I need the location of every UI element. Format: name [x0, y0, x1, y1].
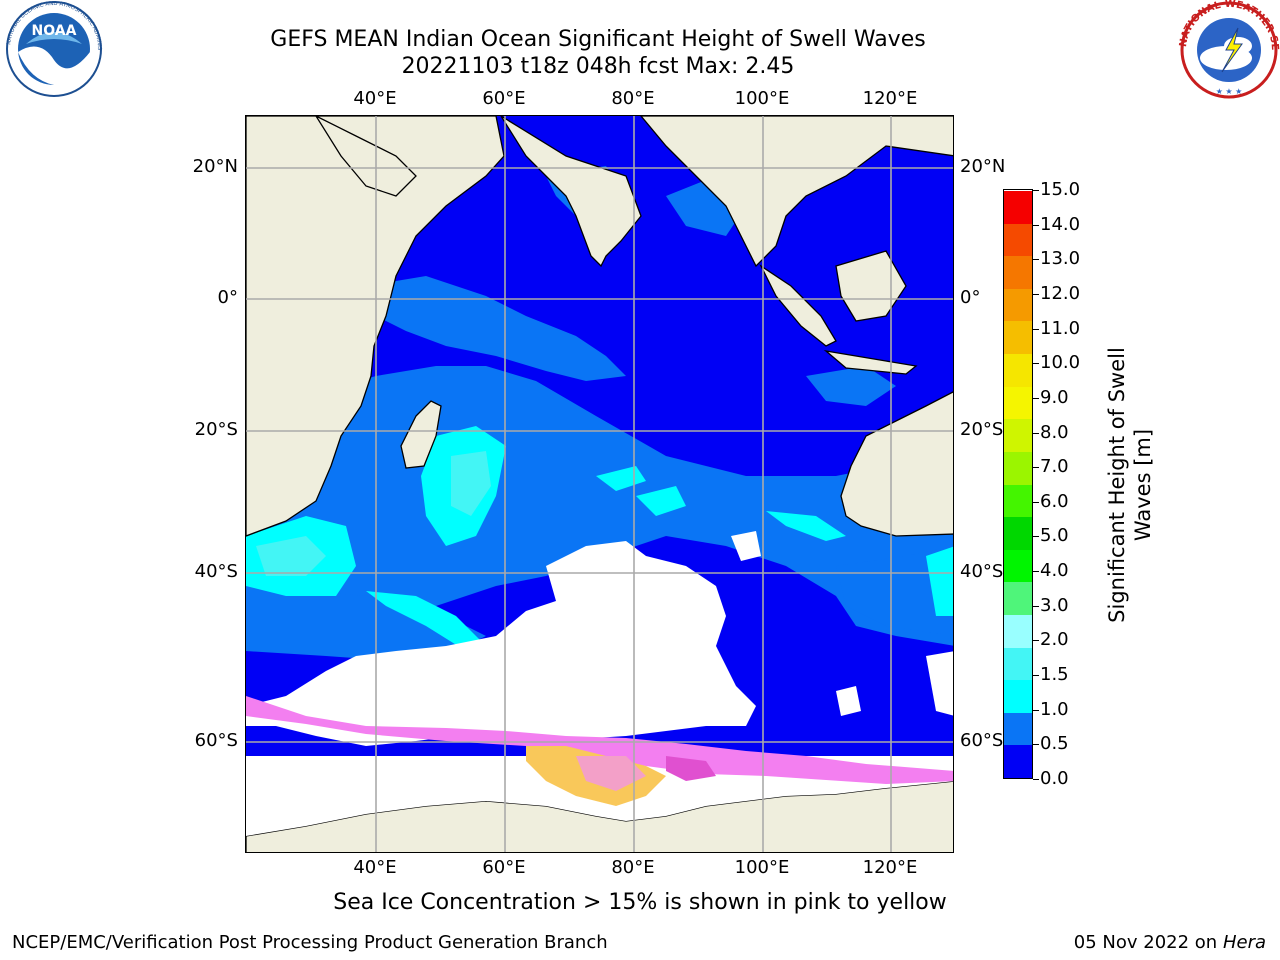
colorbar-tick-label: 10.0 — [1040, 352, 1081, 374]
colorbar-tick-label: 4.0 — [1040, 560, 1069, 582]
colorbar-segment — [1004, 320, 1032, 355]
colorbar-tick-mark — [1033, 640, 1039, 642]
colorbar-segment — [1004, 353, 1032, 387]
colorbar-segment — [1004, 549, 1032, 583]
colorbar — [1003, 189, 1033, 779]
footer-host: Hera — [1222, 932, 1266, 953]
lon-tick-bottom: 100°E — [734, 857, 790, 878]
lon-tick-bottom: 80°E — [611, 857, 655, 878]
svg-text:★ ★ ★: ★ ★ ★ — [1216, 87, 1243, 96]
sea-ice-band — [246, 696, 953, 806]
colorbar-tick-mark — [1033, 536, 1039, 538]
colorbar-segment — [1004, 255, 1032, 289]
colorbar-segment — [1004, 288, 1032, 322]
colorbar-tick-label: 11.0 — [1040, 317, 1081, 339]
nws-logo: NATIONAL WEATHER SERVICE ★ ★ ★ — [1178, 0, 1280, 99]
lat-tick-right: 0° — [960, 287, 981, 308]
colorbar-tick-mark — [1033, 779, 1039, 780]
svg-text:NOAA: NOAA — [32, 23, 77, 39]
lat-tick-left: 60°S — [194, 730, 238, 751]
colorbar-tick-label: 14.0 — [1040, 213, 1081, 235]
colorbar-tick-mark — [1033, 224, 1039, 226]
colorbar-tick-label: 0.5 — [1040, 733, 1069, 755]
colorbar-segment — [1004, 223, 1032, 257]
colorbar-tick-label: 1.5 — [1040, 664, 1069, 686]
map-plot-area[interactable] — [245, 115, 954, 853]
lon-tick-bottom: 40°E — [353, 857, 397, 878]
colorbar-tick-label: 13.0 — [1040, 248, 1081, 270]
lat-tick-left: 20°S — [194, 419, 238, 440]
colorbar-tick-label: 1.0 — [1040, 698, 1069, 720]
chart-subtitle: 20221103 t18z 048h fcst Max: 2.45 — [401, 54, 795, 79]
colorbar-segment — [1004, 744, 1032, 778]
colorbar-segment — [1004, 647, 1032, 681]
footer-date-text: 05 Nov 2022 on — [1073, 932, 1218, 953]
ice-caption: Sea Ice Concentration > 15% is shown in … — [333, 890, 947, 915]
colorbar-tick-label: 12.0 — [1040, 282, 1081, 304]
colorbar-tick-label: 15.0 — [1040, 179, 1081, 200]
lat-tick-right: 60°S — [960, 730, 1004, 751]
lon-tick-top: 40°E — [353, 88, 397, 109]
lon-tick-top: 60°E — [482, 88, 526, 109]
footer-credit: NCEP/EMC/Verification Post Processing Pr… — [12, 932, 608, 953]
colorbar-tick-mark — [1033, 605, 1039, 607]
lon-tick-bottom: 120°E — [862, 857, 918, 878]
colorbar-segment — [1004, 581, 1032, 615]
colorbar-tick-label: 0.0 — [1040, 768, 1069, 789]
lat-tick-left: 40°S — [194, 561, 238, 582]
colorbar-tick-mark — [1033, 259, 1039, 261]
colorbar-tick-mark — [1033, 328, 1039, 330]
chart-title: GEFS MEAN Indian Ocean Significant Heigh… — [270, 27, 926, 52]
lat-tick-right: 20°S — [960, 419, 1004, 440]
graticule — [246, 116, 953, 852]
colorbar-tick-mark — [1033, 571, 1039, 573]
footer-date: 05 Nov 2022 on Hera — [1074, 932, 1266, 953]
lon-tick-bottom: 60°E — [482, 857, 526, 878]
colorbar-tick-label: 6.0 — [1040, 490, 1069, 512]
swell-zone-05 — [246, 166, 953, 661]
colorbar-tick-mark — [1033, 675, 1039, 677]
colorbar-segment — [1004, 712, 1032, 746]
colorbar-tick-mark — [1033, 709, 1039, 711]
colorbar-segment — [1004, 451, 1032, 485]
lat-tick-left: 20°N — [192, 156, 238, 177]
colorbar-tick-mark — [1033, 363, 1039, 365]
lon-tick-top: 100°E — [734, 88, 790, 109]
colorbar-segment — [1004, 418, 1032, 452]
colorbar-tick-label: 9.0 — [1040, 386, 1069, 408]
colorbar-tick-label: 5.0 — [1040, 525, 1069, 547]
colorbar-tick-mark — [1033, 432, 1039, 434]
colorbar-segment — [1004, 679, 1032, 713]
lat-tick-right: 20°N — [960, 156, 1006, 177]
colorbar-segment — [1004, 190, 1032, 224]
lat-tick-left: 0° — [217, 287, 238, 308]
colorbar-tick-label: 8.0 — [1040, 421, 1069, 443]
ocean-map — [246, 116, 953, 852]
colorbar-tick-mark — [1033, 744, 1039, 746]
colorbar-tick-mark — [1033, 501, 1039, 503]
colorbar-tick-mark — [1033, 467, 1039, 469]
colorbar-segment — [1004, 516, 1032, 550]
colorbar-segment — [1004, 386, 1032, 420]
colorbar-tick-label: 7.0 — [1040, 456, 1069, 478]
colorbar-tick-mark — [1033, 190, 1039, 191]
colorbar-tick-mark — [1033, 397, 1039, 399]
colorbar-tick-label: 2.0 — [1040, 629, 1069, 651]
colorbar-tick-label: 3.0 — [1040, 594, 1069, 616]
colorbar-tick-mark — [1033, 293, 1039, 295]
colorbar-label: Significant Height of Swell Waves [m] — [1105, 347, 1155, 623]
colorbar-segment — [1004, 614, 1032, 648]
lon-tick-top: 80°E — [611, 88, 655, 109]
noaa-logo: NOAA NATIONAL OCEANIC AND ATMOSPHERIC AD… — [0, 0, 102, 97]
colorbar-segment — [1004, 484, 1032, 518]
lon-tick-top: 120°E — [862, 88, 918, 109]
lat-tick-right: 40°S — [960, 561, 1004, 582]
